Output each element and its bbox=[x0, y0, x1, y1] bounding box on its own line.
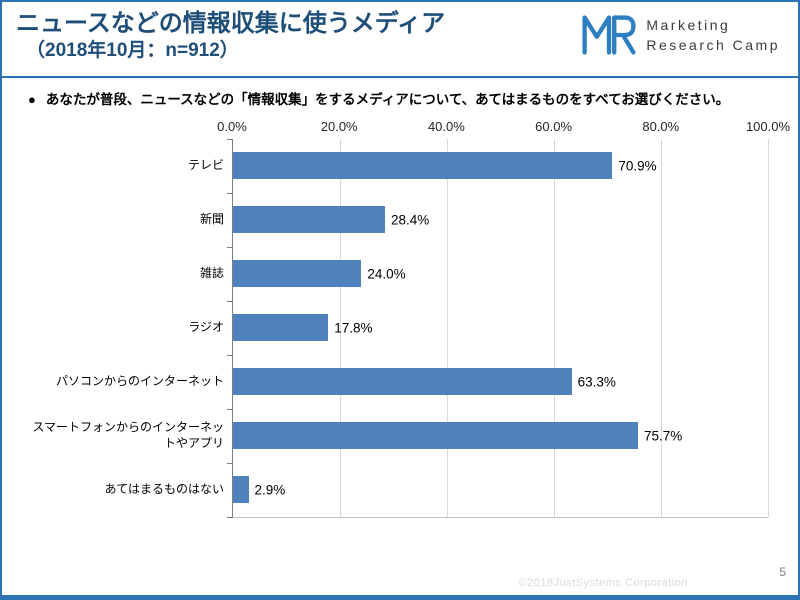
y-axis-tick bbox=[227, 354, 233, 356]
gridline bbox=[340, 138, 341, 517]
y-axis-tick bbox=[227, 138, 233, 140]
chart-row: 24.0% bbox=[233, 247, 768, 301]
logo-text-line1: Marketing bbox=[646, 16, 731, 33]
logo-text-line2: Research Camp bbox=[646, 37, 780, 53]
bar-rows: 70.9% 28.4% 24.0% 17.8% 63.3% 75.7% 2.9% bbox=[233, 139, 768, 517]
y-axis-tick bbox=[227, 246, 233, 248]
logo-text: Marketing Research Camp bbox=[646, 15, 780, 56]
category-label: あてはまるものはない bbox=[104, 482, 224, 496]
gridline bbox=[447, 138, 448, 517]
bar-value-label: 17.8% bbox=[334, 320, 373, 336]
category-label: 新聞 bbox=[199, 212, 224, 226]
copyright: ©2018JustSystems Corporation bbox=[518, 577, 688, 589]
bar-value-label: 75.7% bbox=[643, 428, 683, 444]
bar bbox=[233, 368, 572, 396]
bullet-marker: ● bbox=[28, 92, 36, 107]
x-axis-tick-label: 80.0% bbox=[642, 118, 680, 134]
bar-value-label: 2.9% bbox=[254, 482, 286, 498]
x-axis-tick-label: 20.0% bbox=[320, 118, 358, 134]
title-block: ニュースなどの情報収集に使うメディア （2018年10月：n=912） bbox=[16, 10, 782, 63]
chart-row: 63.3% bbox=[233, 355, 768, 409]
x-axis-tick-label: 100.0% bbox=[745, 118, 791, 134]
chart-row: 28.4% bbox=[233, 193, 768, 247]
category-label: スマートフォンからのインターネットやアプリ bbox=[32, 420, 224, 450]
y-axis-tick bbox=[227, 300, 233, 302]
category-label: パソコンからのインターネット bbox=[55, 374, 224, 388]
gridline bbox=[661, 138, 662, 517]
slide-header: ニュースなどの情報収集に使うメディア （2018年10月：n=912） Mark… bbox=[2, 2, 798, 78]
bar-value-label: 28.4% bbox=[390, 212, 430, 228]
chart-row: 70.9% bbox=[233, 139, 768, 193]
bar bbox=[233, 422, 638, 450]
logo: Marketing Research Camp bbox=[582, 14, 780, 56]
bar bbox=[233, 314, 329, 342]
bar-value-label: 24.0% bbox=[367, 266, 406, 282]
chart-body: テレビ新聞雑誌ラジオパソコンからのインターネットスマートフォンからのインターネッ… bbox=[32, 138, 769, 518]
bar-chart: 0.0% 20.0% 40.0% 60.0% 80.0% 100.0% テレビ新聞雑誌ラジ… bbox=[32, 118, 790, 518]
page-subtitle: （2018年10月：n=912） bbox=[26, 39, 239, 61]
y-axis-tick bbox=[227, 192, 233, 194]
bar bbox=[233, 260, 362, 288]
bar-value-label: 63.3% bbox=[577, 374, 616, 390]
y-axis-tick bbox=[227, 408, 233, 410]
chart-row: 2.9% bbox=[233, 463, 768, 517]
x-axis-tick-label: 40.0% bbox=[427, 118, 465, 134]
chart-row: 17.8% bbox=[233, 301, 768, 355]
category-label: 雑誌 bbox=[199, 266, 224, 280]
chart-row: 75.7% bbox=[233, 409, 768, 463]
survey-question: ● あなたが普段、ニュースなどの「情報収集」をするメディアについて、あてはまるも… bbox=[28, 90, 770, 111]
bar-value-label: 70.9% bbox=[618, 158, 657, 174]
y-axis-tick bbox=[227, 462, 233, 464]
category-label: ラジオ bbox=[188, 320, 224, 334]
gridline bbox=[768, 138, 769, 517]
category-label: テレビ bbox=[187, 158, 224, 172]
bar bbox=[233, 206, 385, 234]
bar bbox=[233, 152, 613, 180]
y-axis-tick bbox=[227, 516, 233, 518]
gridline bbox=[554, 138, 555, 517]
x-axis: 0.0% 20.0% 40.0% 60.0% 80.0% 100.0% bbox=[217, 118, 790, 139]
page-number: 5 bbox=[779, 565, 786, 579]
mr-monogram-icon bbox=[582, 15, 636, 55]
question-text: あなたが普段、ニュースなどの「情報収集」をするメディアについて、あてはまるものを… bbox=[45, 92, 730, 107]
bar bbox=[233, 476, 249, 504]
x-axis-tick-label: 60.0% bbox=[535, 118, 573, 134]
plot-area: 70.9% 28.4% 24.0% 17.8% 63.3% 75.7% 2.9% bbox=[227, 138, 769, 518]
category-labels: テレビ新聞雑誌ラジオパソコンからのインターネットスマートフォンからのインターネッ… bbox=[32, 139, 232, 518]
page-title: ニュースなどの情報収集に使うメディア bbox=[16, 10, 446, 37]
x-axis-tick-label: 0.0% bbox=[217, 118, 247, 134]
